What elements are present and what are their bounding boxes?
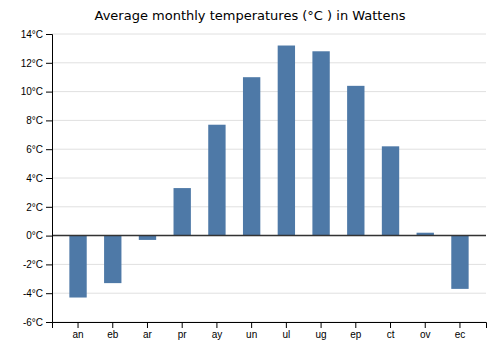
tick-label: -4°C	[23, 288, 43, 299]
bar	[69, 236, 86, 298]
grid-line	[52, 206, 486, 207]
bar	[312, 51, 329, 235]
grid-line	[52, 178, 486, 179]
x-tick: ar	[143, 322, 153, 340]
tick-label: ep	[350, 329, 362, 340]
title: Average monthly temperatures (°C ) in Wa…	[95, 8, 406, 23]
tick-mark	[390, 322, 391, 328]
tick-label: ec	[455, 329, 466, 340]
tick-label: ay	[212, 329, 223, 340]
tick-label: 2°C	[26, 202, 43, 213]
tick-label: pr	[178, 329, 188, 340]
y-tick: 0°C	[26, 230, 52, 241]
grid-line	[52, 293, 486, 294]
y-tick: 4°C	[26, 173, 52, 184]
tick-label: 10°C	[21, 86, 43, 97]
tick-mark	[251, 322, 252, 328]
grid-line	[52, 149, 486, 150]
grid-line	[52, 91, 486, 92]
x-tick: ug	[316, 322, 327, 340]
bar	[382, 146, 399, 235]
grid-line	[52, 34, 486, 35]
tick-label: un	[246, 329, 257, 340]
tick-label: 12°C	[21, 58, 43, 69]
tick-label: ov	[420, 329, 431, 340]
tick-label: 8°C	[26, 115, 43, 126]
tick-mark	[46, 63, 52, 64]
x-tick: ay	[212, 322, 223, 340]
y-tick: 2°C	[26, 202, 52, 213]
tick-mark	[459, 322, 460, 328]
tick-mark	[355, 322, 356, 328]
x-tick: ec	[455, 322, 466, 340]
plot: -6°C -4°C -2°C 0°C 2°C 4°C 6°C 8°C 10°C 12°C 14°C a…	[21, 29, 487, 340]
grid	[52, 34, 486, 322]
tick-label: 14°C	[21, 29, 43, 40]
tick-mark	[46, 149, 52, 150]
tick-label: -6°C	[23, 317, 43, 328]
tick-mark	[46, 207, 52, 208]
tick-label: an	[72, 329, 83, 340]
tick-label: eb	[107, 329, 119, 340]
tick-mark	[182, 322, 183, 328]
tick-label: 6°C	[26, 144, 43, 155]
tick-mark	[46, 322, 52, 323]
tick-mark	[46, 264, 52, 265]
y-tick: 14°C	[21, 29, 52, 40]
axis-domain	[46, 35, 53, 323]
tick-mark	[78, 322, 79, 328]
x-axis: an eb ar pr ay un ul ug ep ct ov ec	[53, 322, 487, 340]
tick-label: 0°C	[26, 230, 43, 241]
y-tick: 10°C	[21, 86, 52, 97]
grid-line	[52, 120, 486, 121]
bar	[347, 86, 364, 236]
bar	[208, 125, 225, 236]
tick-label: ct	[387, 329, 395, 340]
y-tick: 6°C	[26, 144, 52, 155]
bar	[243, 77, 260, 235]
tick-label: ug	[316, 329, 327, 340]
chart: Average monthly temperatures (°C ) in Wa…	[0, 0, 500, 350]
x-tick: un	[246, 322, 257, 340]
axis-domain	[53, 323, 487, 329]
y-axis: -6°C -4°C -2°C 0°C 2°C 4°C 6°C 8°C 10°C 12°C 14°C	[21, 29, 53, 328]
tick-mark	[46, 293, 52, 294]
y-tick: -4°C	[23, 288, 52, 299]
x-tick: pr	[178, 322, 188, 340]
x-tick: ep	[350, 322, 362, 340]
tick-mark	[425, 322, 426, 328]
tick-label: 4°C	[26, 173, 43, 184]
tick-mark	[216, 322, 217, 328]
x-tick: ct	[387, 322, 395, 340]
y-tick: 8°C	[26, 115, 52, 126]
tick-mark	[321, 322, 322, 328]
tick-mark	[112, 322, 113, 328]
tick-mark	[147, 322, 148, 328]
y-tick: -2°C	[23, 259, 52, 270]
bar	[451, 236, 468, 289]
bars	[52, 46, 486, 298]
tick-label: ul	[282, 329, 290, 340]
bar	[174, 188, 191, 236]
x-tick: an	[72, 322, 83, 340]
tick-mark	[46, 92, 52, 93]
y-tick: -6°C	[23, 317, 52, 328]
grid-line	[52, 235, 486, 236]
tick-label: ar	[143, 329, 153, 340]
tick-mark	[46, 34, 52, 35]
bar	[278, 46, 295, 236]
bar	[104, 236, 121, 284]
zero-line	[52, 235, 486, 237]
tick-mark	[46, 120, 52, 121]
y-tick: 12°C	[21, 58, 52, 69]
tick-mark	[286, 322, 287, 328]
x-tick: ov	[420, 322, 431, 340]
tick-label: -2°C	[23, 259, 43, 270]
grid-line	[52, 62, 486, 63]
tick-mark	[46, 236, 52, 237]
x-tick: eb	[107, 322, 119, 340]
tick-mark	[46, 178, 52, 179]
x-tick: ul	[282, 322, 290, 340]
